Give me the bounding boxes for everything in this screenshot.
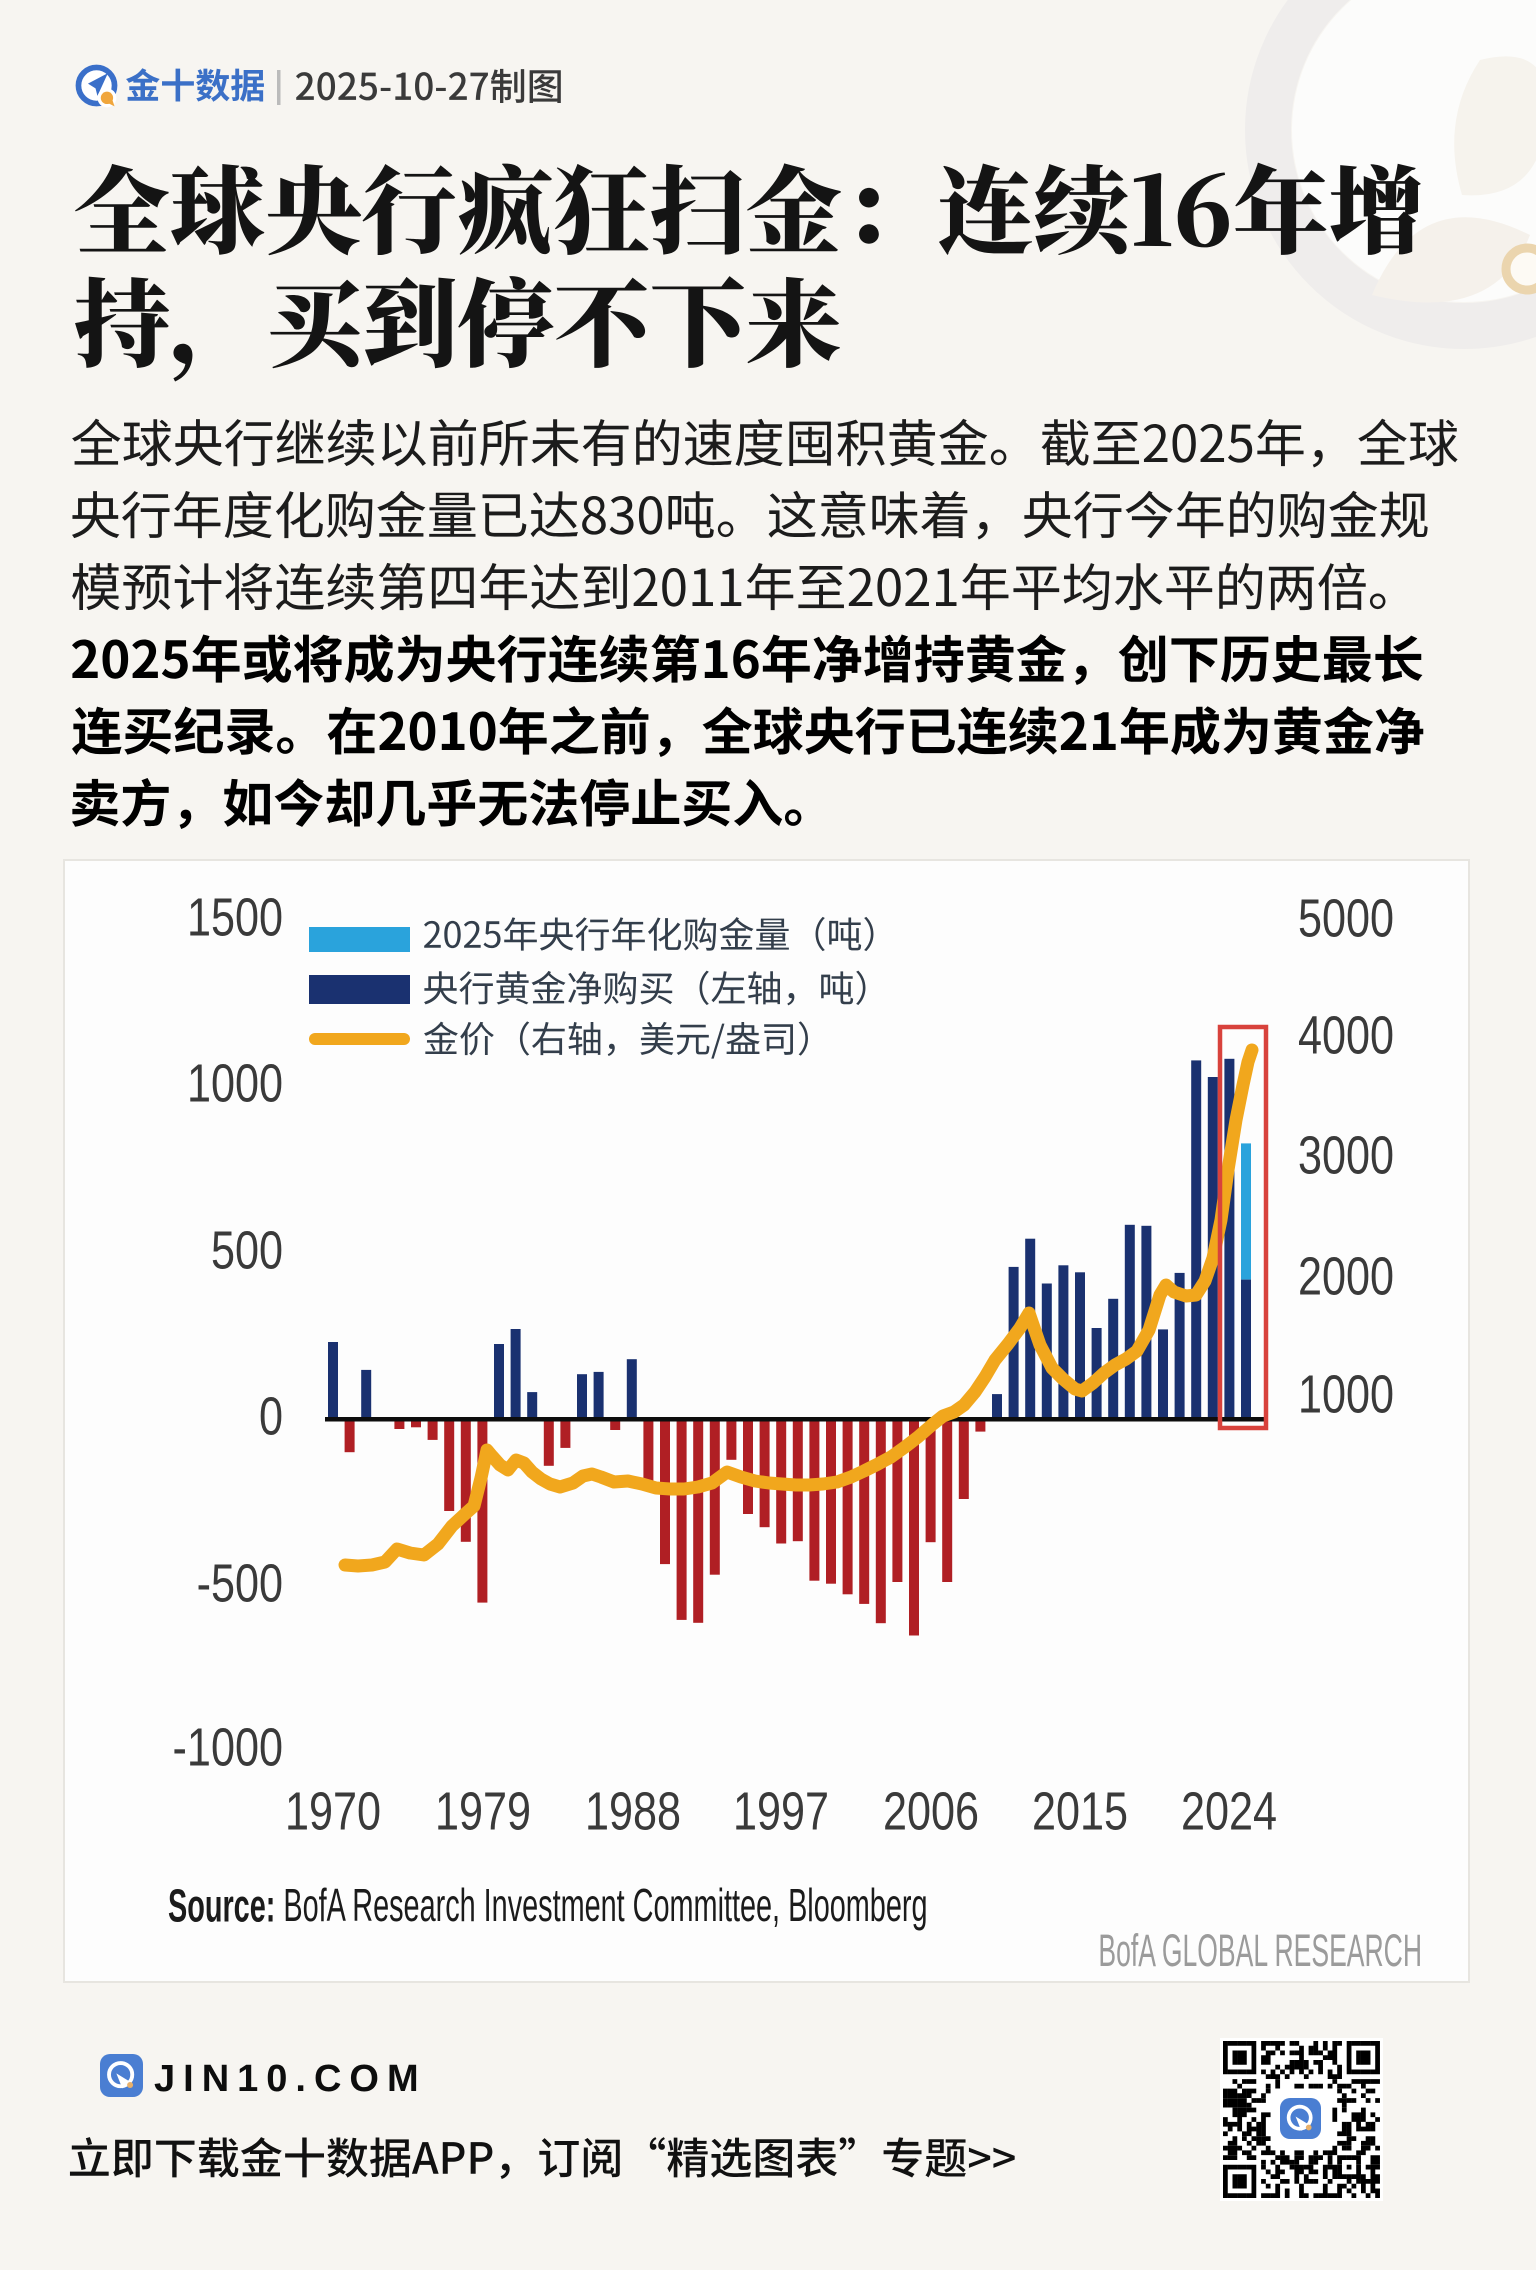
svg-text:1000: 1000 [1298,1365,1394,1425]
svg-text:1500: 1500 [187,888,283,948]
svg-text:500: 500 [211,1221,283,1281]
svg-text:1979: 1979 [435,1782,531,1842]
svg-text:2000: 2000 [1298,1247,1394,1307]
svg-text:5000: 5000 [1298,889,1394,949]
svg-text:3000: 3000 [1298,1126,1394,1186]
svg-text:1000: 1000 [187,1054,283,1114]
svg-text:2024: 2024 [1181,1782,1277,1842]
svg-text:Source: BofA Research Investme: Source: BofA Research Investment Committ… [168,1880,928,1932]
svg-text:1988: 1988 [585,1782,681,1842]
svg-text:2006: 2006 [883,1782,979,1842]
svg-text:BofA GLOBAL RESEARCH: BofA GLOBAL RESEARCH [1098,1926,1422,1976]
svg-text:2015: 2015 [1032,1782,1128,1842]
svg-text:1970: 1970 [285,1782,381,1842]
svg-text:-1000: -1000 [173,1718,283,1778]
svg-text:1997: 1997 [733,1782,829,1842]
svg-text:-500: -500 [197,1554,283,1614]
svg-text:0: 0 [259,1387,283,1447]
svg-text:4000: 4000 [1298,1006,1394,1066]
svg-text:JIN10.COM: JIN10.COM [154,2058,427,2100]
